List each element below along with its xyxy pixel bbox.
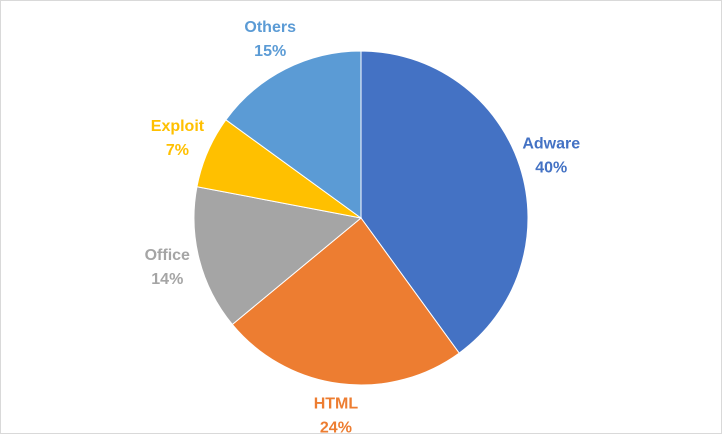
value-label: 14% [151,271,183,288]
value-label: 15% [254,43,286,60]
pie-slice [193,186,363,326]
value-label: 7% [166,142,189,159]
value-label: 24% [320,420,352,434]
category-label: Others [244,19,296,36]
pie-slice [360,50,529,354]
category-label: Adware [522,135,580,152]
pie-slice [225,50,362,219]
value-label: 40% [535,159,567,176]
category-label: HTML [314,396,359,413]
category-label: Office [145,247,190,264]
pie-slice [231,217,460,386]
category-label: Exploit [151,118,205,135]
